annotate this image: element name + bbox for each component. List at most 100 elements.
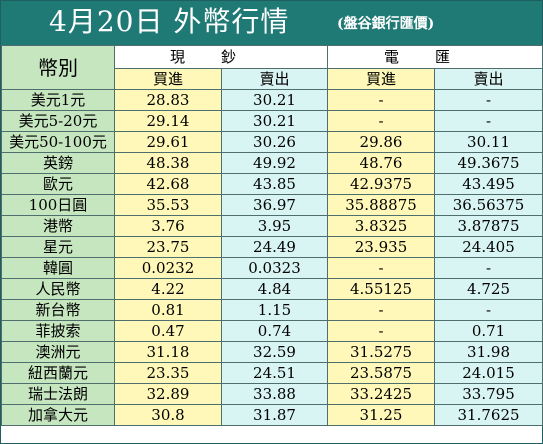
table-row: 100日圓 35.53 36.97 35.88875 36.56375 — [1, 194, 543, 216]
table-row: 人民幣 4.22 4.84 4.55125 4.725 — [1, 278, 543, 300]
cash-buy-cell: 0.81 — [114, 299, 222, 321]
table-row: 港幣 3.76 3.95 3.8325 3.87875 — [1, 215, 543, 237]
tt-sell-cell: 3.87875 — [434, 215, 543, 237]
currency-cell: 人民幣 — [1, 278, 115, 300]
cash-sell-cell: 30.26 — [220, 131, 329, 153]
header-cash-buy: 買進 — [114, 68, 222, 90]
cash-sell-cell: 0.74 — [220, 320, 329, 342]
cash-buy-cell: 29.61 — [114, 131, 222, 153]
currency-cell: 加拿大元 — [1, 404, 115, 426]
cash-sell-cell: 0.0323 — [220, 257, 329, 279]
header-telegraphic: 電匯 — [327, 45, 543, 69]
tt-sell-cell: 0.71 — [434, 320, 543, 342]
tt-sell-cell: 24.405 — [434, 236, 543, 258]
tt-sell-cell: 36.56375 — [434, 194, 543, 216]
currency-cell: 韓圓 — [1, 257, 115, 279]
table-row: 英鎊 48.38 49.92 48.76 49.3675 — [1, 152, 543, 174]
cash-buy-cell: 23.35 — [114, 362, 222, 384]
cash-buy-cell: 23.75 — [114, 236, 222, 258]
tt-buy-cell: - — [327, 320, 436, 342]
cash-buy-cell: 31.18 — [114, 341, 222, 363]
tt-sell-cell: 33.795 — [434, 383, 543, 405]
cash-buy-cell: 4.22 — [114, 278, 222, 300]
tt-sell-cell: 31.98 — [434, 341, 543, 363]
tt-buy-cell: 31.25 — [327, 404, 436, 426]
cash-sell-cell: 1.15 — [220, 299, 329, 321]
table-row: 瑞士法朗 32.89 33.88 33.2425 33.795 — [1, 383, 543, 405]
cash-buy-cell: 35.53 — [114, 194, 222, 216]
table-row: 美元5-20元 29.14 30.21- - — [1, 110, 543, 132]
tt-sell-cell: - — [434, 89, 543, 111]
cash-buy-cell: 28.83 — [114, 89, 222, 111]
currency-cell: 港幣 — [1, 215, 115, 237]
cash-sell-cell: 31.87 — [220, 404, 329, 426]
cash-buy-cell: 30.8 — [114, 404, 222, 426]
tt-sell-cell: - — [434, 110, 543, 132]
tt-sell-cell: - — [434, 257, 543, 279]
cash-buy-cell: 42.68 — [114, 173, 222, 195]
header-tt-sell: 賣出 — [434, 68, 543, 90]
tt-sell-cell: 49.3675 — [434, 152, 543, 174]
cash-buy-cell: 29.14 — [114, 110, 222, 132]
tt-sell-cell: 43.495 — [434, 173, 543, 195]
table-row: 韓圓 0.0232 0.0323- - — [1, 257, 543, 279]
tt-buy-cell: 31.5275 — [327, 341, 436, 363]
currency-cell: 歐元 — [1, 173, 115, 195]
cash-sell-cell: 43.85 — [220, 173, 329, 195]
header-cash: 現鈔 — [113, 45, 329, 69]
currency-cell: 美元1元 — [1, 89, 115, 111]
currency-cell: 瑞士法朗 — [1, 383, 115, 405]
tt-sell-cell: 30.11 — [434, 131, 543, 153]
tt-sell-cell: - — [434, 299, 543, 321]
cash-buy-cell: 32.89 — [114, 383, 222, 405]
cash-sell-cell: 3.95 — [220, 215, 329, 237]
header-cash-sell: 賣出 — [220, 68, 329, 90]
tt-buy-cell: 35.88875 — [327, 194, 436, 216]
cash-sell-cell: 36.97 — [220, 194, 329, 216]
cash-sell-cell: 33.88 — [220, 383, 329, 405]
table-row: 歐元 42.68 43.85 42.9375 43.495 — [1, 173, 543, 195]
table-row: 菲披索 0.47 0.74-0.71 — [1, 320, 543, 342]
rates-table: 幣別 現鈔 電匯 買進 賣出 買進 賣出 美元1元 28.83 30.21- - 美元5… — [1, 45, 543, 426]
tt-sell-cell: 24.015 — [434, 362, 543, 384]
tt-buy-cell: - — [327, 110, 436, 132]
cash-sell-cell: 24.51 — [220, 362, 329, 384]
table-row: 美元1元 28.83 30.21- - — [1, 89, 543, 111]
cash-sell-cell: 4.84 — [220, 278, 329, 300]
page-subtitle: (盤谷銀行匯價) — [337, 16, 435, 32]
tt-buy-cell: 42.9375 — [327, 173, 436, 195]
cash-buy-cell: 0.47 — [114, 320, 222, 342]
cash-sell-cell: 30.21 — [220, 110, 329, 132]
tt-buy-cell: 48.76 — [327, 152, 436, 174]
tt-buy-cell: 29.86 — [327, 131, 436, 153]
rates-body: 美元1元 28.83 30.21- - 美元5-20元 29.14 30.21- - 美元50-… — [1, 89, 543, 426]
tt-buy-cell: 33.2425 — [327, 383, 436, 405]
tt-buy-cell: 3.8325 — [327, 215, 436, 237]
table-row: 澳洲元 31.18 32.59 31.5275 31.98 — [1, 341, 543, 363]
title-bar: 4月20日 外幣行情 (盤谷銀行匯價) — [1, 1, 542, 45]
tt-buy-cell: - — [327, 299, 436, 321]
currency-cell: 新台幣 — [1, 299, 115, 321]
cash-buy-cell: 0.0232 — [114, 257, 222, 279]
currency-cell: 美元50-100元 — [1, 131, 115, 153]
header-currency: 幣別 — [1, 45, 115, 90]
cash-sell-cell: 24.49 — [220, 236, 329, 258]
table-row: 星元 23.75 24.49 23.935 24.405 — [1, 236, 543, 258]
currency-cell: 100日圓 — [1, 194, 115, 216]
currency-cell: 紐西蘭元 — [1, 362, 115, 384]
table-row: 美元50-100元 29.61 30.26 29.86 30.11 — [1, 131, 543, 153]
cash-buy-cell: 3.76 — [114, 215, 222, 237]
cash-sell-cell: 49.92 — [220, 152, 329, 174]
tt-buy-cell: 4.55125 — [327, 278, 436, 300]
table-row: 新台幣 0.81 1.15- - — [1, 299, 543, 321]
table-row: 紐西蘭元 23.35 24.51 23.5875 24.015 — [1, 362, 543, 384]
tt-buy-cell: - — [327, 89, 436, 111]
currency-cell: 菲披索 — [1, 320, 115, 342]
tt-buy-cell: - — [327, 257, 436, 279]
table-row: 加拿大元 30.8 31.87 31.25 31.7625 — [1, 404, 543, 426]
currency-cell: 美元5-20元 — [1, 110, 115, 132]
cash-sell-cell: 30.21 — [220, 89, 329, 111]
currency-cell: 英鎊 — [1, 152, 115, 174]
currency-cell: 星元 — [1, 236, 115, 258]
